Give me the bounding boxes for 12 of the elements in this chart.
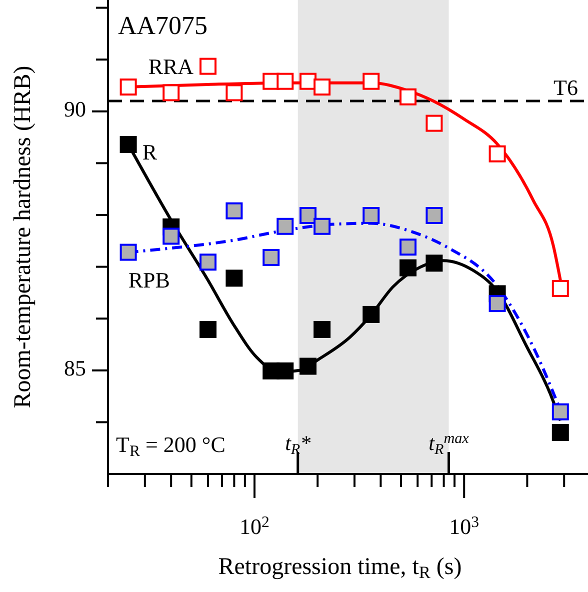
x-tick-label: 10$^{2}$ [240, 514, 270, 539]
series-label: RPB [128, 267, 170, 292]
x-axis-title: Retrogression time, t$_{R}$ (s) [218, 554, 462, 582]
series-label: RRA [148, 54, 194, 80]
x-tick-label: 10$^{3}$ [449, 514, 480, 539]
y-tick-label: 85 [64, 355, 86, 380]
ref-line-label: T6 [554, 75, 578, 100]
annotation: AA7075 [118, 11, 208, 40]
y-axis-title: Room-temperature hardness (HRB) [10, 66, 36, 408]
y-tick-label: 90 [64, 96, 86, 122]
annotation: T$_{R}$ = 200 °C [116, 432, 226, 460]
series-label: R [142, 140, 158, 165]
